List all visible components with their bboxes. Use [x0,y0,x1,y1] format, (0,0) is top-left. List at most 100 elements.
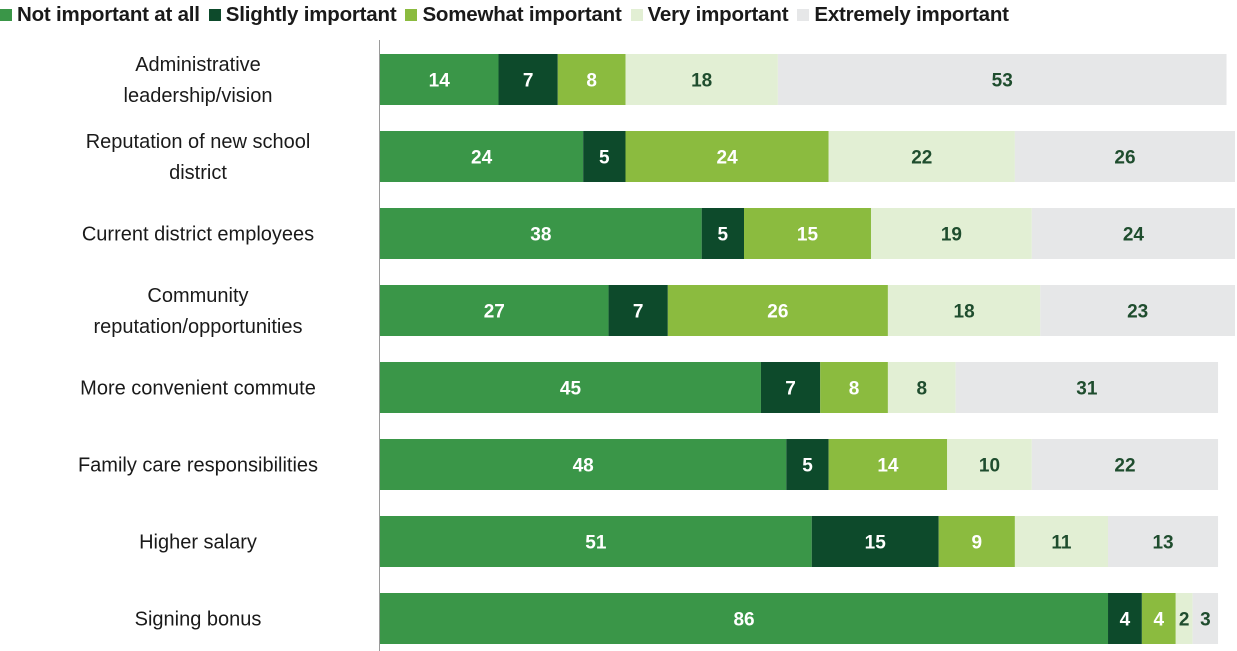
legend-item: Somewhat important [405,3,622,27]
data-label: 27 [484,302,505,323]
category-label: Administrative leadership/vision [124,54,273,107]
data-label: 14 [877,456,899,477]
data-label: 24 [717,148,739,169]
bar-segment [1141,593,1176,644]
data-label: 22 [1114,456,1135,477]
bar-segment [786,439,829,490]
data-label: 5 [718,225,729,246]
data-label: 48 [573,456,594,477]
bar-segment [380,208,702,259]
bar-segment [938,516,1015,567]
category-label: Family care responsibilities [78,455,318,477]
bar-segment [625,54,778,105]
data-label: 14 [429,71,451,92]
data-label: 24 [1123,225,1145,246]
category-label: Higher salary [139,532,257,554]
category-label-line: Reputation of new school [86,131,311,153]
data-label: 15 [865,533,887,554]
data-label: 86 [733,610,754,631]
data-label: 2 [1179,610,1190,631]
category-label-line: Family care responsibilities [78,455,318,477]
data-label: 26 [1114,148,1135,169]
data-label: 7 [633,302,644,323]
category-label-line: Administrative [135,54,261,76]
legend-label: Slightly important [225,3,397,26]
category-label-line: Signing bonus [135,609,262,631]
legend-label: Not important at all [17,3,200,26]
bar-segment [828,439,948,490]
data-label: 24 [471,148,493,169]
bar-segment [380,516,812,567]
data-label: 26 [767,302,788,323]
data-label: 5 [802,456,813,477]
category-label-line: Higher salary [139,532,257,554]
bar-segment [1108,593,1142,644]
category-label-line: reputation/opportunities [93,316,302,338]
bar-segment [1014,516,1109,567]
category-label: Signing bonus [135,609,262,631]
data-label: 38 [530,225,551,246]
category-label-line: Community [147,285,248,307]
bar-segment [498,54,558,105]
bar-segment [1108,516,1219,567]
bar-segment [1031,208,1235,259]
category-label: More convenient commute [80,378,316,400]
legend-label: Very important [647,3,789,26]
legend-swatch [208,9,221,21]
legend-item: Not important at all [0,3,200,27]
data-label: 3 [1200,610,1211,631]
category-label-line: leadership/vision [124,85,273,107]
legend-swatch [797,9,810,21]
data-label: 22 [911,148,932,169]
data-label: 19 [941,225,962,246]
bar-segment [667,285,888,336]
bar-segment [744,208,871,259]
legend-label: Somewhat important [422,3,622,26]
bar-segment [887,362,956,413]
bar-segment [380,439,787,490]
data-label: 23 [1127,302,1148,323]
data-label: 8 [849,379,860,400]
data-label: 4 [1154,610,1165,631]
data-label: 9 [972,533,983,554]
legend-item: Very important [630,3,789,27]
bar-segment [1192,593,1219,644]
legend: Not important at all Slightly important So… [0,0,1237,30]
bar-segment [380,593,1109,644]
data-label: 51 [585,533,607,554]
legend-swatch [405,9,418,21]
bar-segment [955,362,1219,413]
bar-segment [777,54,1227,105]
bar-segment [557,54,626,105]
legend-item: Slightly important [208,3,397,27]
bar-segment [870,208,1032,259]
data-label: 10 [979,456,1000,477]
category-label-line: Current district employees [82,224,314,246]
bar-segment [947,439,1032,490]
category-label-line: district [169,162,227,184]
bar-segment [380,362,761,413]
bar-segment [380,285,609,336]
data-label: 15 [797,225,819,246]
category-label-line: More convenient commute [80,378,316,400]
data-label: 11 [1051,533,1072,554]
bar-segment [380,54,499,105]
category-label: Current district employees [82,224,314,246]
data-label: 7 [785,379,796,400]
data-label: 5 [599,148,610,169]
bar-segment [701,208,745,259]
category-label: Reputation of new school district [86,131,311,184]
data-label: 8 [586,71,597,92]
bar-segment [583,131,626,182]
data-label: 45 [560,379,582,400]
data-label: 4 [1120,610,1131,631]
bar-segment [1040,285,1235,336]
bar-segment [820,362,888,413]
bar-segment [1031,439,1219,490]
category-label: Community reputation/opportunities [93,285,302,338]
bar-segment [608,285,668,336]
data-label: 8 [916,379,927,400]
data-label: 31 [1076,379,1098,400]
bar-segment [1175,593,1193,644]
